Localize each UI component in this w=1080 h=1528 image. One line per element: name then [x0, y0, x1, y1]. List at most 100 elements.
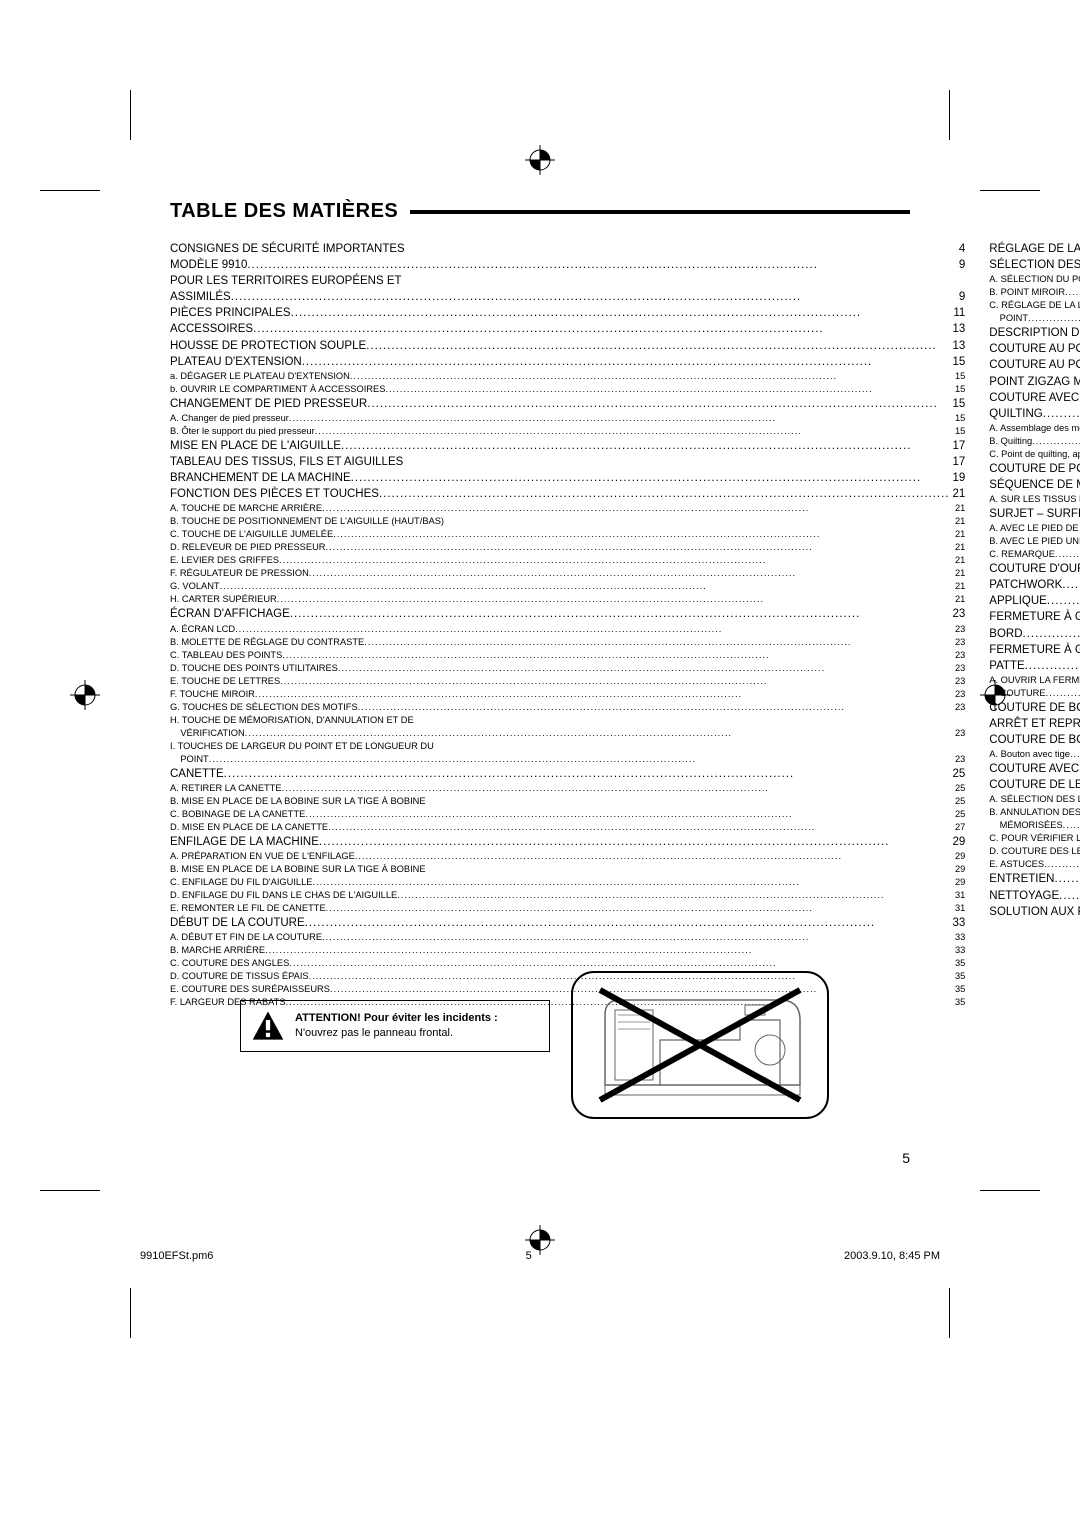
toc-dots — [305, 915, 950, 931]
toc-dots — [220, 580, 952, 593]
toc-label: A. OUVRIR LA FERMETURE À GLISSIÈRE PENDA… — [989, 674, 1080, 687]
toc-dots — [209, 753, 952, 766]
toc-dots — [255, 688, 952, 701]
toc-page: 31 — [952, 889, 965, 902]
toc-columns: CONSIGNES DE SÉCURITÉ IMPORTANTES4MODÈLE… — [170, 241, 910, 1009]
toc-dots — [1047, 593, 1080, 609]
toc-label: COUTURE DE LETTRES — [989, 777, 1080, 793]
toc-label: VÉRIFICATION — [170, 727, 245, 740]
toc-entry: C. Point de quilting, apparence fait mai… — [989, 448, 1080, 461]
toc-label: B. AVEC LE PIED UNIVERSEL — [989, 535, 1080, 548]
toc-label: ENFILAGE DE LA MACHINE — [170, 834, 319, 850]
toc-entry: BRANCHEMENT DE LA MACHINE19 — [170, 470, 965, 486]
toc-entry: TABLEAU DES TISSUS, FILS ET AIGUILLES17 — [170, 454, 965, 470]
toc-label: C. Point de quilting, apparence fait mai… — [989, 448, 1080, 461]
toc-label: POINT — [170, 753, 209, 766]
toc-label: ACCESSOIRES — [170, 321, 253, 337]
toc-entry: D. TOUCHE DES POINTS UTILITAIRES23 — [170, 662, 965, 675]
toc-label: A. Bouton avec tige — [989, 748, 1070, 761]
toc-entry: C. BOBINAGE DE LA CANETTE25 — [170, 808, 965, 821]
toc-entry: C. TOUCHE DE L'AIGUILLE JUMELÉE21 — [170, 528, 965, 541]
toc-label: SURJET – SURFILAGE — [989, 506, 1080, 522]
toc-page: 15 — [952, 370, 965, 383]
toc-page: 29 — [952, 876, 965, 889]
toc-entry: CONSIGNES DE SÉCURITÉ IMPORTANTES 4 — [170, 241, 965, 257]
toc-label: ASSIMILÉS — [170, 289, 231, 305]
toc-label: ARRÊT ET REPRISAGE AUTOMATIQUES — [989, 716, 1080, 732]
toc-dots — [1032, 435, 1080, 448]
toc-entry: COUTURE DE BOUTONNIÈRES61 — [989, 700, 1080, 716]
toc-page: 21 — [952, 580, 965, 593]
toc-page: 33 — [952, 931, 965, 944]
toc-dots — [326, 541, 952, 554]
toc-entry: A. SUR LES TISSUS LÉGERS49 — [989, 493, 1080, 506]
toc-label: CONSIGNES DE SÉCURITÉ IMPORTANTES — [170, 241, 405, 257]
toc-page: 23 — [952, 675, 965, 688]
toc-entry: A. ÉCRAN LCD23 — [170, 623, 965, 636]
toc-dots — [1059, 888, 1080, 904]
toc-entry: PLATEAU D'EXTENSION15 — [170, 354, 965, 370]
toc-label: A. Assemblage des morceaux de tissu — [989, 422, 1080, 435]
toc-label: SÉQUENCE DE MOTIFS DÉCORATIFS — [989, 477, 1080, 493]
toc-entry: G. TOUCHES DE SÉLECTION DES MOTIFS23 — [170, 701, 965, 714]
toc-label: F. TOUCHE MIROIR — [170, 688, 255, 701]
toc-entry: POINT39 — [989, 312, 1080, 325]
toc-label: DÉBUT DE LA COUTURE — [170, 915, 305, 931]
toc-entry: COUTURE AU POINT DROIT43 — [989, 341, 1080, 357]
toc-label: B. Quilting — [989, 435, 1032, 448]
toc-dots — [282, 649, 952, 662]
toc-label: TABLEAU DES TISSUS, FILS ET AIGUILLES — [170, 454, 403, 470]
toc-page: 21 — [952, 515, 965, 528]
toc-dots — [1070, 748, 1080, 761]
warning-bold: ATTENTION! Pour éviter les incidents : — [295, 1012, 498, 1024]
toc-dots — [245, 727, 952, 740]
toc-dots — [1065, 286, 1080, 299]
toc-dots — [279, 554, 952, 567]
toc-label: B. Ôter le support du pied presseur — [170, 425, 315, 438]
toc-label: COUTURE DE POINTS ÉLASTIQUES — [989, 461, 1080, 477]
toc-dots — [1025, 658, 1080, 674]
toc-entry: A. TOUCHE DE MARCHE ARRIÈRE21 — [170, 502, 965, 515]
toc-dots — [265, 944, 952, 957]
toc-label: A. SÉLECTION DES LETTRES — [989, 793, 1080, 806]
toc-label: A. SÉLECTION DU POINT — [989, 273, 1080, 286]
toc-entry: BORD57 — [989, 626, 1080, 642]
toc-entry: b. OUVRIR LE COMPARTIMENT À ACCESSOIRES1… — [170, 383, 965, 396]
toc-label: FONCTION DES PIÈCES ET TOUCHES — [170, 486, 379, 502]
toc-entry: D. MISE EN PLACE DE LA CANETTE27 — [170, 821, 965, 834]
reg-mark-top — [525, 145, 555, 175]
toc-page: 25 — [950, 766, 966, 782]
toc-label: PIÈCES PRINCIPALES — [170, 305, 291, 321]
toc-dots — [231, 289, 956, 305]
toc-entry: SURJET – SURFILAGE51 — [989, 506, 1080, 522]
toc-label: A. SUR LES TISSUS LÉGERS — [989, 493, 1080, 506]
toc-label: B. ANNULATION DES LETTRES — [989, 806, 1080, 819]
toc-label: B. MISE EN PLACE DE LA BOBINE SUR LA TIG… — [170, 863, 426, 876]
toc-page: 29 — [950, 834, 966, 850]
toc-page: 9 — [956, 257, 965, 273]
toc-entry: CANETTE25 — [170, 766, 965, 782]
toc-label: I. TOUCHES DE LARGEUR DU POINT ET DE LON… — [170, 740, 434, 753]
toc-dots — [328, 821, 952, 834]
toc-label: FERMETURE À GLISSIÈRE - POSE BORD À — [989, 609, 1080, 625]
toc-dots — [350, 370, 952, 383]
toc-dots — [235, 623, 952, 636]
toc-entry: PATCHWORK55 — [989, 577, 1080, 593]
toc-page: 23 — [952, 636, 965, 649]
toc-entry: FERMETURE À GLISSIÈRE - POSE SOUS — [989, 642, 1080, 658]
toc-label: E. COUTURE DES SURÉPAISSEURS — [170, 983, 330, 996]
toc-label: A. DÉBUT ET FIN DE LA COUTURE — [170, 931, 322, 944]
toc-label: E. REMONTER LE FIL DE CANETTE — [170, 902, 326, 915]
toc-entry: a. DÉGAGER LE PLATEAU D'EXTENSION15 — [170, 370, 965, 383]
title-rule — [410, 210, 910, 214]
toc-label: PATTE — [989, 658, 1024, 674]
toc-label: MISE EN PLACE DE L'AIGUILLE — [170, 438, 341, 454]
toc-entry: VÉRIFICATION23 — [170, 727, 965, 740]
toc-dots — [1054, 871, 1080, 887]
toc-dots — [1023, 626, 1080, 642]
toc-dots — [280, 675, 952, 688]
toc-entry: COUTURE DE POINTS ÉLASTIQUES49 — [989, 461, 1080, 477]
toc-page: 4 — [956, 241, 965, 257]
toc-page: 21 — [952, 541, 965, 554]
toc-label: QUILTING — [989, 406, 1042, 422]
